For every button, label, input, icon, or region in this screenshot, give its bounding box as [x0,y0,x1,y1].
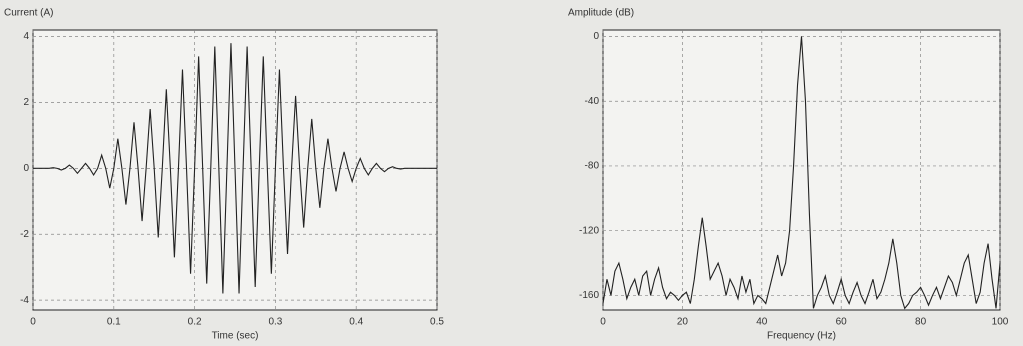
x-tick-label: 40 [756,317,768,328]
x-tick-label: 20 [677,317,689,328]
y-tick-label: -4 [20,295,29,306]
y-axis-label: Amplitude (dB) [568,8,634,19]
x-axis-label: Frequency (Hz) [767,331,836,342]
y-tick-label: -120 [579,225,599,236]
y-tick-label: -40 [585,96,600,107]
y-tick-label: 4 [23,31,29,42]
x-tick-label: 0.1 [107,317,121,328]
y-tick-label: -2 [20,229,29,240]
x-tick-label: 80 [915,317,927,328]
figure: 420-2-400.10.20.30.40.5Current (A)Time (… [0,0,1023,346]
page: 420-2-400.10.20.30.40.5Current (A)Time (… [0,0,1023,346]
y-tick-label: 0 [593,31,599,42]
plot-area [603,30,1000,310]
x-axis-label: Time (sec) [212,331,259,342]
x-tick-label: 0.4 [349,317,363,328]
x-tick-label: 60 [836,317,848,328]
y-tick-label: 2 [23,97,29,108]
x-tick-label: 0 [600,317,606,328]
x-tick-label: 0.3 [268,317,282,328]
x-tick-label: 0.2 [188,317,202,328]
y-axis-label: Current (A) [4,8,53,19]
y-tick-label: -80 [585,161,600,172]
x-tick-label: 0 [30,317,36,328]
y-tick-label: 0 [23,163,29,174]
x-tick-label: 0.5 [430,317,444,328]
x-tick-label: 100 [992,317,1009,328]
y-tick-label: -160 [579,290,599,301]
